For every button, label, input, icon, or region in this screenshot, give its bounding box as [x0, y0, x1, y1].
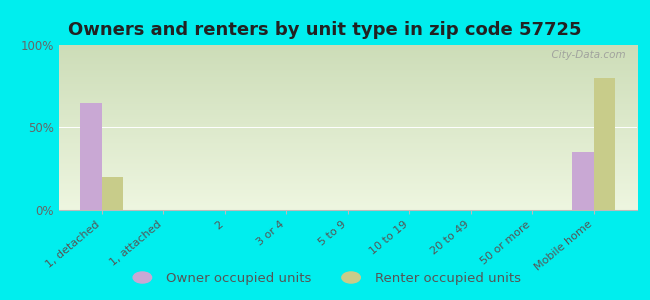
Legend: Owner occupied units, Renter occupied units: Owner occupied units, Renter occupied un… — [124, 267, 526, 290]
Text: City-Data.com: City-Data.com — [545, 50, 625, 60]
Bar — [594, 78, 616, 210]
Bar — [80, 103, 101, 210]
Text: Owners and renters by unit type in zip code 57725: Owners and renters by unit type in zip c… — [68, 21, 582, 39]
Bar — [101, 177, 123, 210]
Bar — [573, 152, 594, 210]
